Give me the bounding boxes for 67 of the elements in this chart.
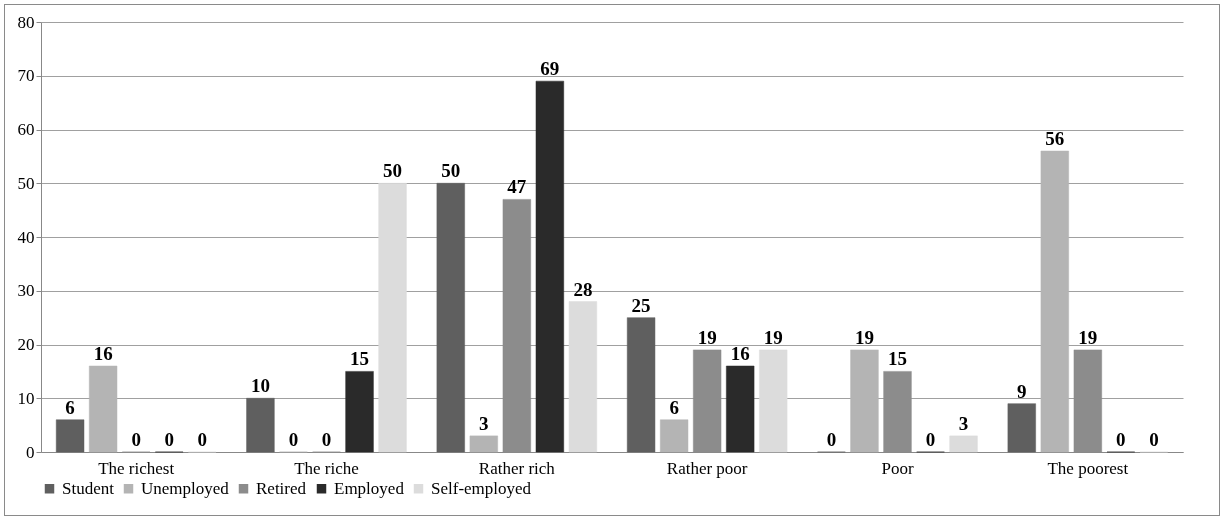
bar bbox=[535, 80, 564, 453]
data-label: 0 bbox=[1116, 429, 1126, 450]
bar bbox=[378, 183, 407, 453]
data-label: 16 bbox=[93, 343, 113, 364]
data-label: 0 bbox=[321, 429, 332, 450]
bar bbox=[568, 301, 598, 453]
legend-label: Retired bbox=[256, 478, 307, 498]
y-tick-label: 50 bbox=[17, 173, 35, 193]
data-label: 9 bbox=[1017, 380, 1027, 402]
data-label: 10 bbox=[250, 375, 270, 397]
data-label: 6 bbox=[65, 396, 75, 418]
x-tick-label: Rather rich bbox=[478, 458, 556, 478]
data-label: 56 bbox=[1045, 128, 1065, 149]
data-label: 0 bbox=[197, 429, 207, 450]
data-label: 50 bbox=[383, 160, 403, 182]
data-label: 28 bbox=[573, 278, 593, 300]
data-label: 15 bbox=[350, 348, 370, 370]
y-tick-label: 20 bbox=[17, 335, 35, 354]
bar bbox=[626, 317, 656, 453]
bar bbox=[246, 398, 275, 453]
data-label: 0 bbox=[164, 429, 174, 450]
data-label: 3 bbox=[958, 412, 969, 434]
bar bbox=[660, 419, 689, 453]
bar bbox=[949, 435, 978, 453]
data-label: 0 bbox=[288, 429, 299, 450]
data-label: 50 bbox=[441, 160, 461, 182]
bar bbox=[726, 365, 755, 453]
x-tick-label: Poor bbox=[881, 458, 914, 478]
data-label: 16 bbox=[730, 343, 750, 364]
data-label: 0 bbox=[925, 429, 936, 450]
x-tick-label: The riche bbox=[294, 458, 359, 478]
data-label: 47 bbox=[507, 176, 527, 198]
data-label: 0 bbox=[826, 429, 837, 450]
data-label: 15 bbox=[888, 348, 907, 370]
data-label: 19 bbox=[854, 326, 874, 348]
y-tick-label: 70 bbox=[17, 66, 35, 86]
data-label: 19 bbox=[1078, 326, 1098, 348]
data-label: 6 bbox=[669, 396, 679, 418]
bar bbox=[1040, 150, 1069, 453]
data-label: 0 bbox=[131, 429, 141, 450]
legend-label: Unemployed bbox=[141, 478, 230, 498]
bar bbox=[436, 183, 465, 453]
data-label: 3 bbox=[479, 412, 489, 434]
y-tick-label: 30 bbox=[17, 281, 35, 301]
x-tick-label: Rather poor bbox=[666, 458, 748, 478]
bar bbox=[759, 349, 788, 453]
bar bbox=[55, 419, 85, 453]
x-tick-label: The poorest bbox=[1047, 458, 1129, 478]
y-tick-label: 10 bbox=[17, 388, 35, 408]
legend-label: Self-employed bbox=[431, 478, 532, 498]
data-label: 19 bbox=[763, 326, 783, 348]
y-tick-label: 0 bbox=[26, 442, 35, 462]
data-label: 0 bbox=[1149, 429, 1159, 450]
data-label: 69 bbox=[540, 58, 560, 80]
y-tick-label: 60 bbox=[17, 120, 35, 139]
bar bbox=[1007, 403, 1036, 453]
data-label: 19 bbox=[697, 326, 717, 348]
y-tick-label: 40 bbox=[17, 227, 35, 247]
y-tick-label: 80 bbox=[17, 12, 35, 32]
legend-label: Student bbox=[62, 478, 115, 498]
data-label: 25 bbox=[631, 294, 651, 316]
bar bbox=[89, 365, 118, 453]
bar bbox=[345, 371, 374, 453]
legend-label: Employed bbox=[334, 478, 405, 498]
bar bbox=[850, 349, 879, 453]
x-tick-label: The richest bbox=[98, 458, 175, 478]
bar bbox=[469, 435, 498, 453]
